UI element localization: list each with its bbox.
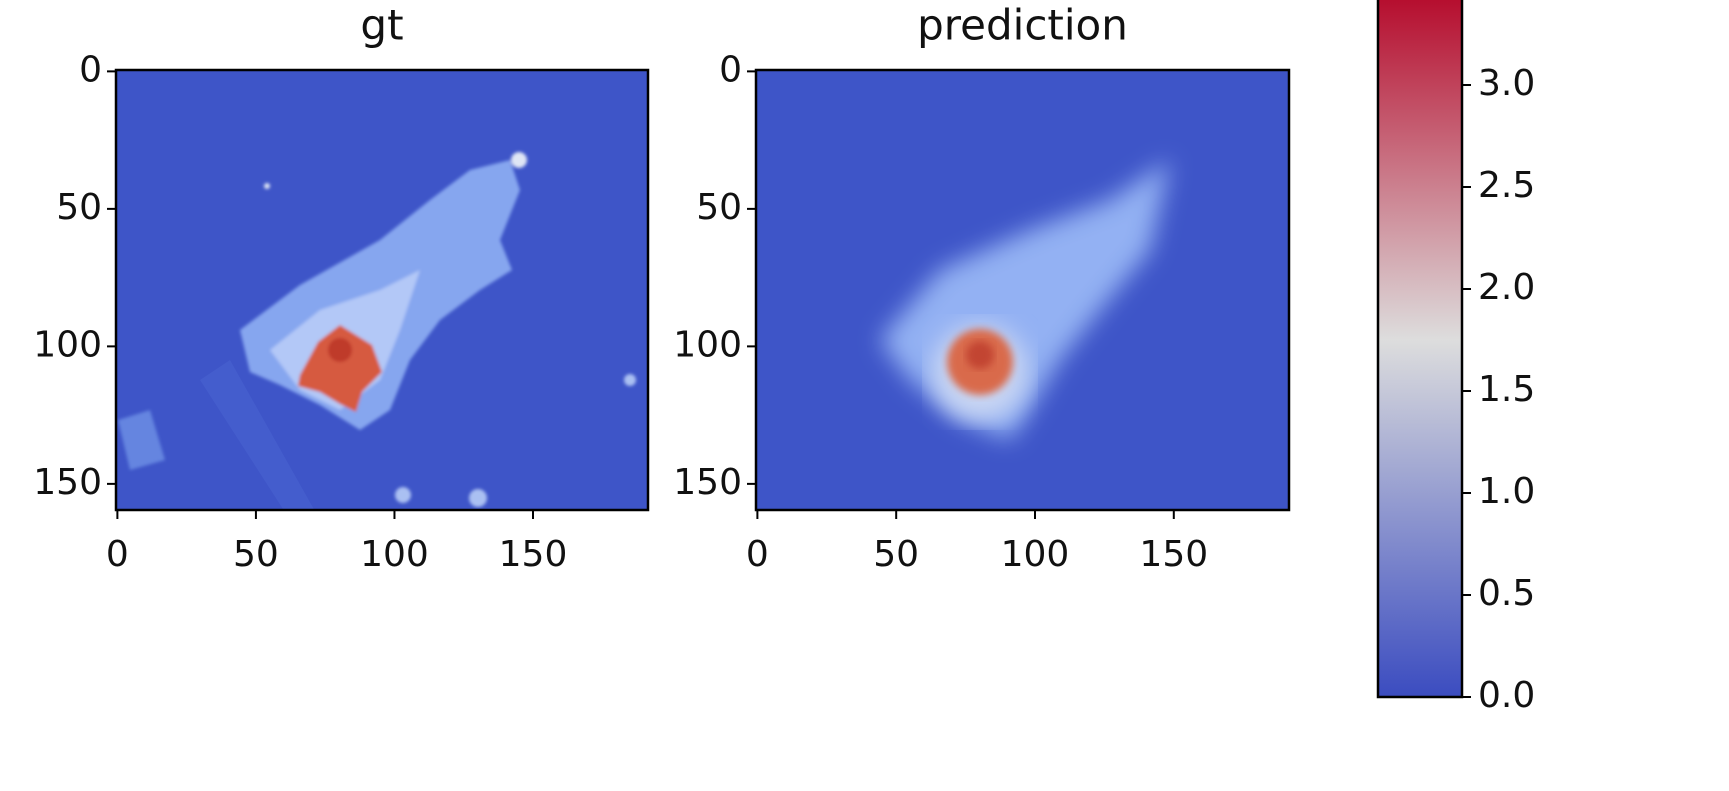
colorbar-fill (1378, 0, 1462, 697)
y-tick-label: 100 (673, 324, 742, 365)
y-tick-label: 50 (696, 187, 742, 228)
x-tick-label: 150 (1139, 534, 1208, 575)
x-tick-label: 100 (1001, 534, 1070, 575)
y-tick-label: 0 (719, 49, 742, 90)
x-tick-label: 50 (233, 534, 279, 575)
figure: 0.00.51.01.52.02.53.03.5 gt0501001500501… (0, 0, 1729, 791)
chart-title: prediction (917, 1, 1128, 50)
x-tick-label: 100 (360, 534, 429, 575)
y-tick-label: 50 (56, 187, 102, 228)
x-tick-label: 0 (106, 534, 129, 575)
y-tick-label: 150 (33, 462, 102, 503)
prediction-image (756, 70, 1289, 510)
colorbar-tick-label: 3.0 (1478, 63, 1535, 104)
colorbar-tick-label: 2.0 (1478, 267, 1535, 308)
colorbar: 0.0 0.5 1.0 1.5 2.0 2.5 3.0 3.5 (1378, 0, 1535, 716)
y-tick-label: 0 (79, 49, 102, 90)
colorbar-tick-label: 1.0 (1478, 471, 1535, 512)
x-tick-label: 150 (499, 534, 568, 575)
gt-image (116, 70, 648, 520)
x-tick-label: 0 (746, 534, 769, 575)
x-tick-label: 50 (873, 534, 919, 575)
colorbar-tick-label: 0.0 (1478, 675, 1535, 716)
y-tick-label: 100 (33, 324, 102, 365)
colorbar-tick-label: 3.5 (1478, 0, 1535, 2)
colorbar-tick-label: 0.5 (1478, 573, 1535, 614)
chart-title: gt (360, 1, 403, 50)
colorbar-tick-label: 1.5 (1478, 369, 1535, 410)
y-tick-label: 150 (673, 462, 742, 503)
colorbar-tick-label: 2.5 (1478, 165, 1535, 206)
